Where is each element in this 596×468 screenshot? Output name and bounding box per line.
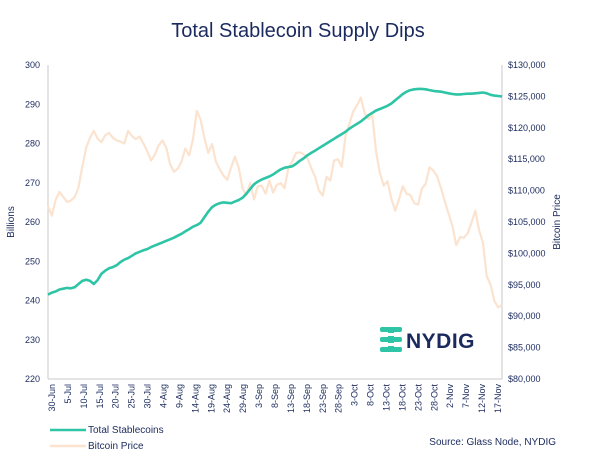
right-axis-label: Bitcoin Price <box>552 194 563 250</box>
x-tick-label: 15-Jul <box>95 384 105 409</box>
legend-label-total-stablecoins: Total Stablecoins <box>88 425 164 436</box>
x-tick-label: 20-Jul <box>111 384 121 409</box>
right-tick-label: $130,000 <box>508 60 546 70</box>
x-tick-label: 28-Oct <box>429 384 439 412</box>
right-tick-label: $115,000 <box>508 154 545 164</box>
right-tick-label: $105,000 <box>508 217 546 227</box>
legend: Total Stablecoins Bitcoin Price <box>50 425 164 452</box>
x-tick-label: 7-Nov <box>461 384 471 409</box>
nydig-logo: NYDIG <box>380 327 475 353</box>
x-tick-label: 19-Aug <box>206 384 216 413</box>
x-tick-label: 18-Oct <box>397 384 407 412</box>
x-tick-label: 3-Sep <box>254 384 264 408</box>
x-tick-label: 9-Aug <box>174 384 184 408</box>
right-tick-label: $95,000 <box>508 280 541 290</box>
left-tick-label: 250 <box>25 256 40 266</box>
left-tick-label: 300 <box>25 60 40 70</box>
x-tick-label: 13-Oct <box>382 384 392 412</box>
right-tick-label: $120,000 <box>508 123 546 133</box>
series-line-total-stablecoins <box>47 87 503 296</box>
x-tick-label: 23-Oct <box>413 384 423 412</box>
right-tick-label: $85,000 <box>508 343 541 353</box>
series-line-bitcoin-price <box>46 96 503 309</box>
x-tick-label: 10-Jul <box>79 384 89 409</box>
left-tick-label: 270 <box>25 178 40 188</box>
source-note: Source: Glass Node, NYDIG <box>429 437 556 448</box>
right-tick-label: $80,000 <box>508 374 541 384</box>
x-tick-label: 23-Sep <box>318 384 328 413</box>
x-axis-ticks: 30-Jun 5-Jul 10-Jul 15-Jul 20-Jul 25-Jul 30-Ju… <box>47 384 503 414</box>
x-tick-label: 24-Aug <box>222 384 232 413</box>
x-tick-label: 3-Oct <box>350 384 360 407</box>
x-tick-label: 13-Sep <box>286 384 296 413</box>
left-tick-label: 230 <box>25 335 40 345</box>
right-tick-label: $90,000 <box>508 311 541 321</box>
x-tick-label: 30-Jun <box>47 384 57 412</box>
x-tick-label: 25-Jul <box>127 384 137 409</box>
legend-label-bitcoin-price: Bitcoin Price <box>88 441 144 452</box>
nydig-logo-text: NYDIG <box>406 330 475 353</box>
left-tick-label: 240 <box>25 296 40 306</box>
left-axis-ticks: 220 230 240 250 260 270 280 290 300 <box>25 60 40 384</box>
x-tick-label: 17-Nov <box>493 384 503 414</box>
right-axis-ticks: $80,000 $85,000 $90,000 $95,000 $100,000 $105… <box>508 60 546 384</box>
left-axis-label: Billions <box>6 206 17 238</box>
x-tick-label: 29-Aug <box>238 384 248 413</box>
left-tick-label: 260 <box>25 217 40 227</box>
x-tick-label: 18-Sep <box>302 384 312 413</box>
right-tick-label: $125,000 <box>508 91 546 101</box>
left-tick-label: 280 <box>25 139 40 149</box>
nydig-logo-icon <box>380 327 402 352</box>
x-tick-label: 12-Nov <box>477 384 487 414</box>
x-tick-label: 8-Sep <box>270 384 280 408</box>
x-tick-label: 4-Aug <box>159 384 169 408</box>
axes <box>47 65 503 380</box>
chart-title: Total Stablecoin Supply Dips <box>171 20 425 42</box>
left-tick-label: 290 <box>25 99 40 109</box>
x-tick-label: 8-Oct <box>366 384 376 407</box>
x-tick-label: 5-Jul <box>63 384 73 404</box>
right-tick-label: $100,000 <box>508 248 546 258</box>
x-tick-label: 30-Jul <box>143 384 153 409</box>
x-tick-label: 14-Aug <box>190 384 200 413</box>
x-tick-label: 2-Nov <box>445 384 455 409</box>
left-tick-label: 220 <box>25 374 40 384</box>
x-tick-label: 28-Sep <box>334 384 344 413</box>
right-tick-label: $110,000 <box>508 186 545 196</box>
